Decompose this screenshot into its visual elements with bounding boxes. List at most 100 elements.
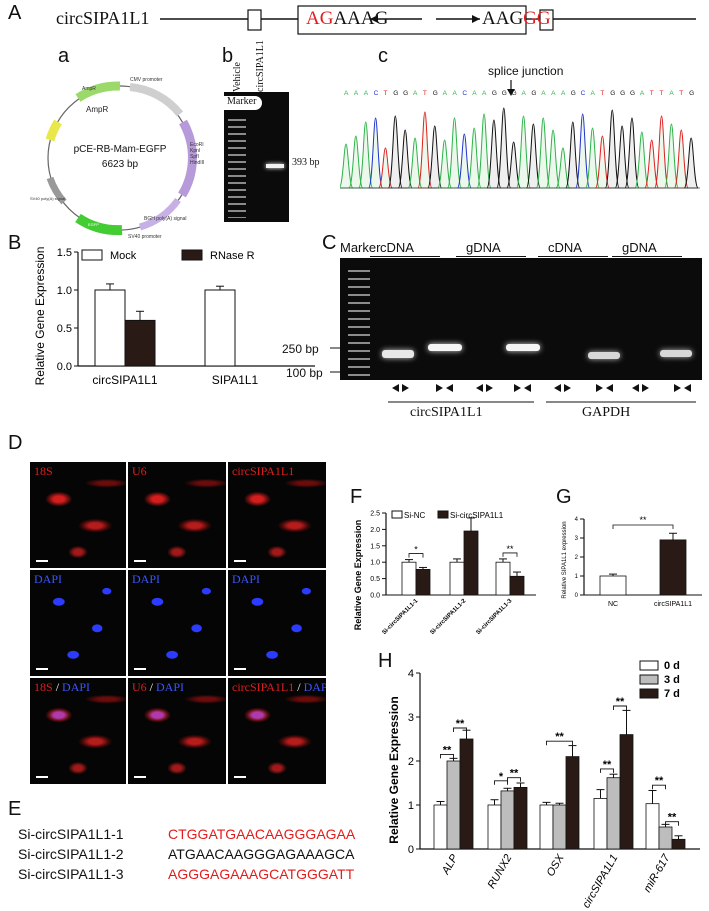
peak-16	[496, 107, 512, 189]
micro-label-bot-1: U6 / DAPI	[132, 680, 184, 695]
chart-F-bar	[415, 569, 431, 596]
scale-bar	[134, 668, 146, 670]
panel-label-H: H	[378, 650, 393, 672]
base-letter-3: C	[374, 90, 379, 97]
chromatogram-peaks	[340, 107, 699, 189]
plasmid-label-egfp: EGFP	[88, 222, 99, 227]
base-letter-24: C	[581, 90, 586, 97]
chart-H-bar	[606, 777, 621, 850]
micro-label-mid-1: DAPI	[132, 572, 161, 586]
peak-6	[397, 129, 413, 189]
micro-label-bot-dapi: DAPI	[156, 680, 185, 694]
panel-label-G: G	[556, 486, 572, 508]
base-letter-21: A	[551, 90, 556, 97]
chart-F-bar	[495, 561, 511, 596]
chart-H-bar	[552, 804, 567, 850]
peak-24	[575, 113, 591, 189]
scale-bar	[234, 776, 246, 778]
chart-H-xlabel-4: miR-617	[641, 852, 673, 895]
chart-H-legend-swatch-0	[639, 660, 659, 671]
gel-C-image	[340, 258, 702, 380]
gel-C-group-0: cDNA	[380, 240, 414, 255]
panel-label-E: E	[8, 798, 22, 820]
micro-panel-r2-c1: U6 / DAPI	[128, 678, 226, 784]
peak-12	[456, 133, 472, 189]
chart-F-sig-bracket	[408, 553, 424, 558]
chart-H-ytick-label: 1	[408, 800, 414, 812]
cmv-segment	[129, 83, 184, 117]
chart-H-bar	[619, 734, 634, 850]
primer-arrow-left	[392, 384, 399, 392]
gel-C-gene-gapdh: GAPDH	[582, 405, 631, 420]
micro-label-top-1: U6	[132, 464, 147, 478]
peak-31	[644, 139, 660, 189]
base-letter-7: A	[413, 90, 418, 97]
scale-bar	[234, 668, 246, 670]
gel-b-band	[266, 164, 284, 168]
primer-arrow-right	[436, 384, 443, 392]
splice-junction-label: splice junction	[488, 64, 564, 78]
chart-H-xlabel-2: OSX	[545, 852, 567, 879]
gel-C-band-5	[660, 350, 692, 357]
base-letter-22: A	[561, 90, 566, 97]
gel-C-group-2: cDNA	[548, 240, 582, 255]
chart-F-xlabel-2: Si-circSIPA1L1-3	[476, 598, 514, 636]
micro-label-top-0: 18S	[34, 464, 53, 478]
chart-G-xlabel-0: NC	[608, 601, 618, 608]
peak-1	[348, 135, 364, 189]
peak-29	[624, 117, 640, 189]
chart-H-bar	[539, 804, 554, 850]
siRNA-name-2: Si-circSIPA1L1-2	[18, 846, 124, 862]
plasmid-label-spfi: SpfI	[190, 154, 199, 160]
scale-bar	[234, 560, 246, 562]
base-letter-31: T	[650, 90, 654, 97]
chart-H-sig-bracket	[507, 777, 521, 782]
gel-C-marker-label: Marker	[340, 240, 381, 255]
peak-22	[555, 147, 571, 189]
chart-F-ytick-label: 2.0	[370, 527, 380, 534]
chart-F-xlabel-0: Si-circSIPA1L1-1	[382, 598, 420, 636]
primer-arrow-right	[596, 384, 603, 392]
peak-0	[340, 143, 354, 189]
gel-b-lane-circ: circSIPA1L1	[255, 40, 266, 92]
gel-C-ladder	[348, 264, 370, 376]
chart-H-bar	[513, 786, 528, 850]
panel-label-a: a	[58, 45, 70, 67]
base-letter-1: A	[354, 90, 359, 97]
base-letter-16: G	[502, 90, 507, 97]
gel-b-image: Marker	[224, 92, 289, 222]
chart-H-sig-3: **	[510, 768, 519, 780]
chart-H-sig-bracket	[440, 753, 454, 759]
peak-3	[368, 117, 384, 189]
chart-H-bar	[446, 760, 461, 850]
primer-arrow-left	[554, 384, 561, 392]
base-letter-4: T	[383, 90, 387, 97]
chart-H-ytick-label: 0	[408, 844, 414, 856]
chart-G-bar	[599, 575, 627, 596]
peak-35	[683, 137, 699, 189]
chart-F-legend-swatch-0	[391, 510, 403, 519]
chart-F-ytick-label: 2.5	[370, 510, 380, 517]
gel-C-group-1: gDNA	[466, 240, 501, 255]
chart-H-sig-7: **	[655, 775, 664, 787]
chart-F: Relative Gene Expression 0.0 0.5 1.0 1.5 2.0…	[353, 510, 536, 636]
micro-panel-r0-c2: circSIPA1L1	[228, 462, 326, 568]
gel-C-primer-arrows	[388, 384, 696, 403]
gel-C-band-3	[506, 344, 540, 351]
panelA-gene-label: circSIPA1L1	[56, 8, 150, 28]
chart-F-bar	[401, 561, 417, 596]
chart-G-bar	[659, 539, 687, 596]
chart-F-ylabel: Relative Gene Expression	[353, 520, 363, 631]
primer-arrow-left	[524, 384, 531, 392]
primer-arrow-left	[606, 384, 613, 392]
chart-H-sig-bracket	[600, 768, 614, 773]
chart-F-bar	[449, 561, 465, 596]
base-letter-10: A	[443, 90, 448, 97]
panel-label-b: b	[222, 45, 234, 67]
gel-b-band-size: 393 bp	[292, 157, 320, 168]
chart-H-legend-swatch-2	[639, 688, 659, 699]
chart-H-sig-1: **	[456, 718, 465, 730]
chart-H-ytick-label: 4	[408, 668, 414, 680]
